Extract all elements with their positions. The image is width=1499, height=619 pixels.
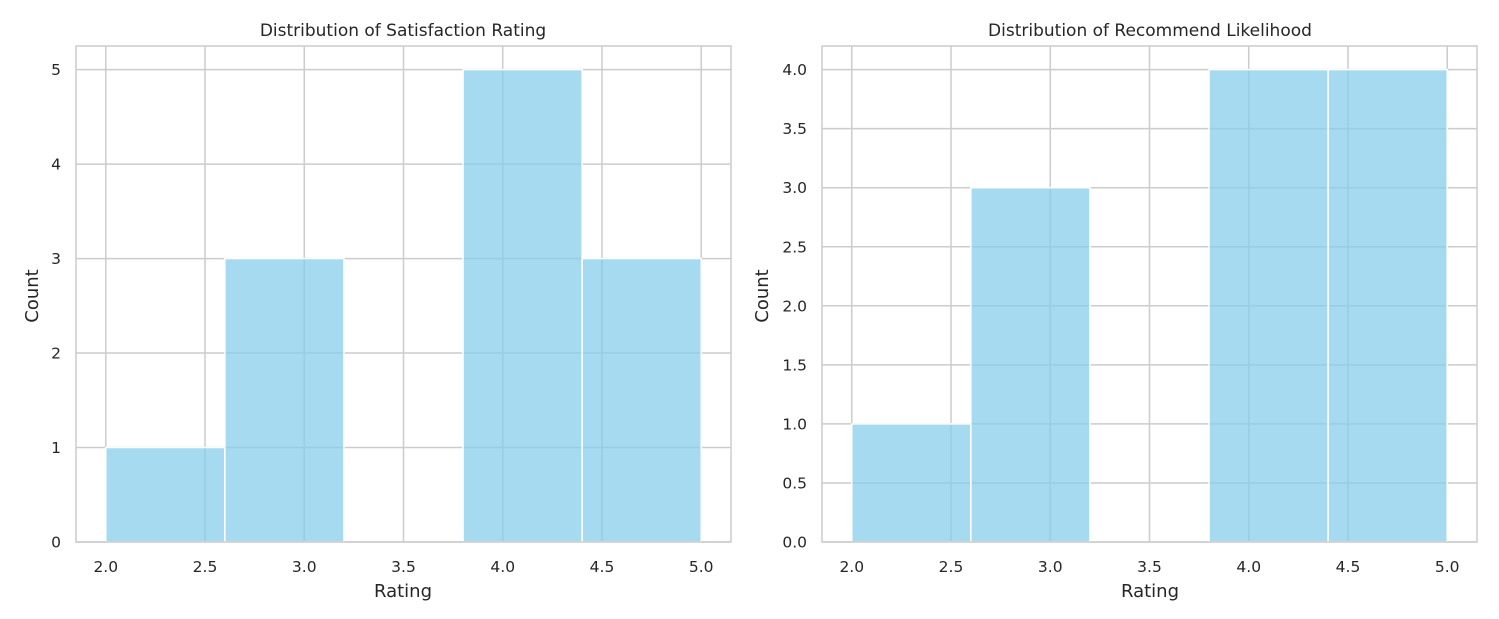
y-tick-labels: 0 1 2 3 4 5	[51, 61, 61, 551]
chart-title: Distribution of Satisfaction Rating	[260, 21, 546, 41]
y-tick-label: 5	[51, 61, 61, 79]
histogram-bar	[970, 186, 1091, 543]
histogram-bar	[1327, 68, 1448, 543]
bars	[105, 68, 702, 543]
chart-title: Distribution of Recommend Likelihood	[988, 21, 1312, 41]
x-tick-label: 2.0	[93, 558, 118, 576]
y-axis-label: Count	[22, 269, 43, 322]
x-tick-label: 5.0	[1435, 558, 1460, 576]
x-tick-label: 3.5	[1137, 558, 1162, 576]
y-tick-label: 0	[51, 534, 61, 552]
x-tick-label: 4.0	[490, 558, 515, 576]
y-tick-label: 3.0	[782, 179, 807, 197]
y-tick-label: 4.0	[782, 61, 807, 79]
x-tick-label: 4.5	[590, 558, 615, 576]
bars	[851, 68, 1448, 543]
x-tick-label: 3.0	[292, 558, 317, 576]
y-tick-label: 2	[51, 345, 61, 363]
y-tick-label: 0.0	[782, 534, 807, 552]
y-tick-label: 3	[51, 250, 61, 268]
y-tick-label: 4	[51, 156, 61, 174]
y-tick-label: 2.5	[782, 238, 807, 256]
x-tick-label: 4.0	[1236, 558, 1261, 576]
histogram-bar	[105, 446, 226, 543]
x-tick-label: 3.5	[391, 558, 416, 576]
y-tick-label: 0.5	[782, 474, 807, 492]
y-tick-label: 3.5	[782, 120, 807, 138]
x-tick-labels: 2.0 2.5 3.0 3.5 4.0 4.5 5.0	[93, 558, 713, 576]
x-tick-label: 5.0	[689, 558, 714, 576]
histogram-bar	[462, 68, 583, 543]
y-tick-labels: 0.0 0.5 1.0 1.5 2.0 2.5 3.0 3.5 4.0	[782, 61, 807, 551]
plot-frame	[821, 45, 1478, 543]
histogram-bar	[851, 423, 972, 543]
x-tick-label: 3.0	[1038, 558, 1063, 576]
x-tick-label: 2.0	[839, 558, 864, 576]
x-axis-label: Rating	[1121, 581, 1179, 602]
histogram-bar	[1208, 68, 1329, 543]
chart-satisfaction-rating: Distribution of Satisfaction Rating Rati…	[22, 21, 732, 602]
histogram-bar	[224, 257, 345, 543]
y-tick-label: 1	[51, 439, 61, 457]
x-tick-labels: 2.0 2.5 3.0 3.5 4.0 4.5 5.0	[839, 558, 1459, 576]
x-tick-label: 2.5	[939, 558, 964, 576]
chart-recommend-likelihood: Distribution of Recommend Likelihood Rat…	[752, 21, 1478, 602]
y-axis-label: Count	[752, 269, 773, 322]
x-tick-label: 2.5	[193, 558, 218, 576]
histogram-bar	[581, 257, 702, 543]
x-tick-label: 4.5	[1336, 558, 1361, 576]
x-axis-label: Rating	[374, 581, 432, 602]
y-tick-label: 2.0	[782, 297, 807, 315]
y-tick-label: 1.0	[782, 415, 807, 433]
y-tick-label: 1.5	[782, 356, 807, 374]
plot-frame	[75, 45, 732, 543]
